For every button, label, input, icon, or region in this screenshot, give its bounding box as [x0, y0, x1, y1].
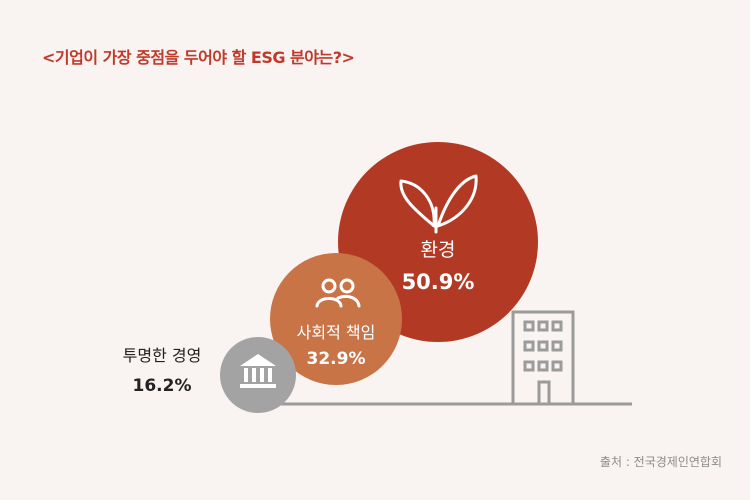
leaf-icon: [399, 174, 478, 234]
bubble-social: [270, 253, 402, 385]
people-icon: [315, 278, 361, 308]
bank-icon: [240, 354, 276, 388]
value-governance: 16.2%: [133, 376, 192, 396]
building-icon: [511, 310, 575, 406]
chart-title: <기업이 가장 중점을 두어야 할 ESG 분야는?>: [42, 48, 355, 67]
value-environment: 50.9%: [402, 270, 475, 294]
bubble-governance: [220, 337, 296, 413]
label-governance: 투명한 경영: [123, 346, 202, 365]
label-environment: 환경: [421, 239, 456, 261]
value-social: 32.9%: [307, 349, 366, 369]
label-social: 사회적 책임: [297, 323, 376, 342]
source-note: 출처 : 전국경제인연합회: [599, 455, 722, 469]
